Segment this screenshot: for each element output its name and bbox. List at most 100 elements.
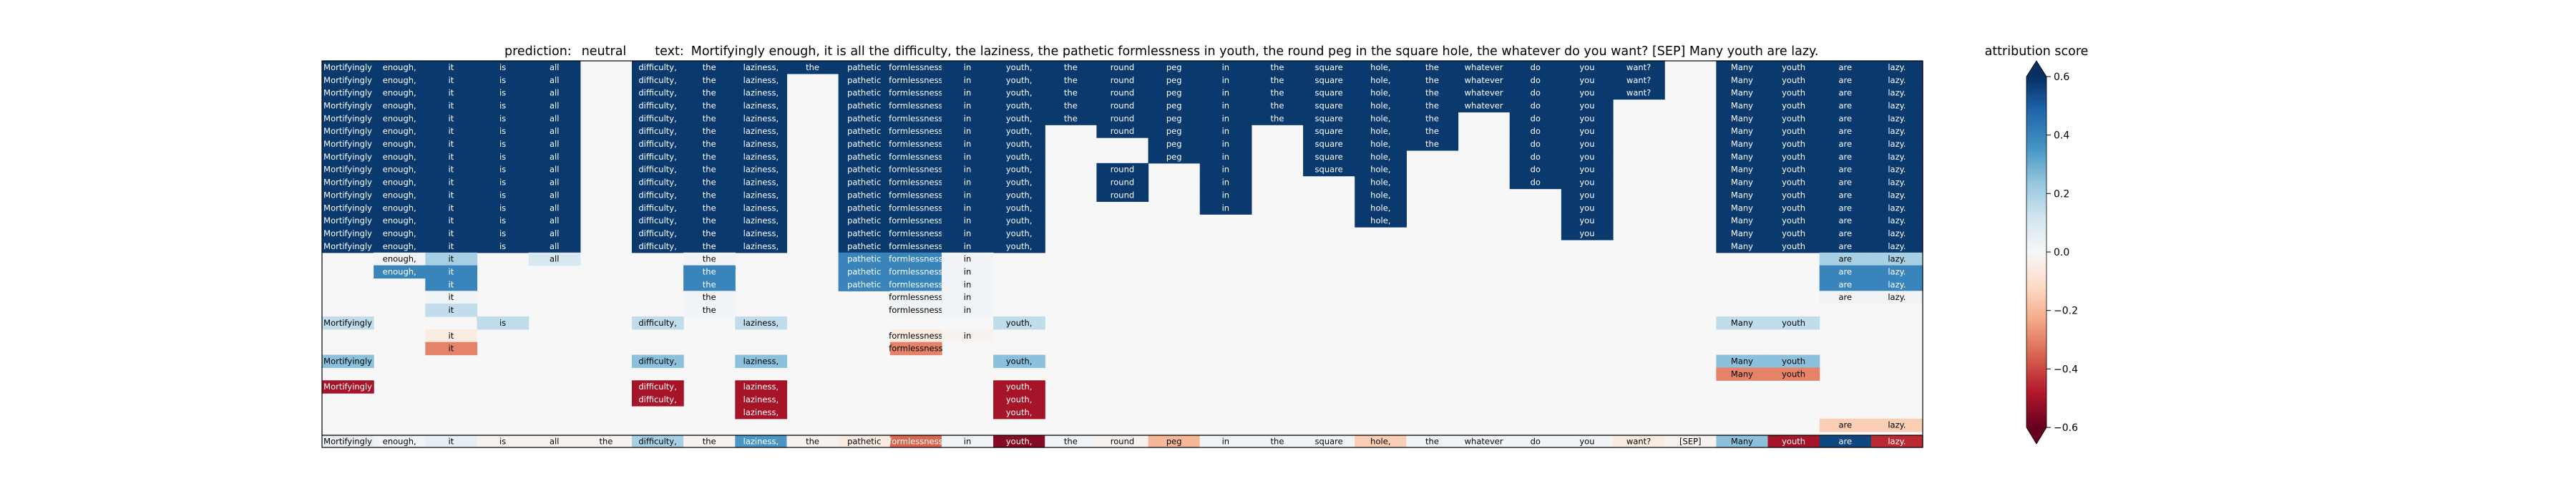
heatmap-cell <box>993 112 1045 125</box>
summary-token-label: in <box>964 437 971 447</box>
heatmap-cell-label: the <box>1271 88 1284 98</box>
heatmap-cell <box>425 329 478 343</box>
heatmap-cell-label: in <box>1222 190 1229 200</box>
heatmap-cell-label: difficulty, <box>638 100 676 110</box>
heatmap-cell-label: the <box>703 88 716 98</box>
summary-cell <box>1458 435 1511 447</box>
heatmap-cell-label: Mortifyingly <box>323 139 372 149</box>
heatmap-cell-label: do <box>1531 75 1541 85</box>
heatmap-cell <box>374 99 426 112</box>
heatmap-cell-label: Mortifyingly <box>323 318 372 328</box>
heatmap-cell <box>1509 175 1562 190</box>
heatmap-cell <box>993 175 1045 190</box>
heatmap-cell-label: you <box>1579 228 1594 238</box>
heatmap-cell <box>631 86 684 100</box>
summary-token-label: laziness, <box>743 437 779 447</box>
heatmap-cell <box>1303 112 1355 125</box>
summary-token-label: are <box>1838 437 1852 447</box>
heatmap-cell <box>477 239 530 253</box>
summary-cell <box>993 435 1045 447</box>
heatmap-cell-label: lazy. <box>1888 178 1906 188</box>
heatmap-cell-label: enough, <box>383 165 416 175</box>
heatmap-cell <box>631 73 684 87</box>
heatmap-cell-label: lazy. <box>1888 215 1906 226</box>
heatmap-cell-label: enough, <box>383 62 416 72</box>
heatmap-cell-label: Many <box>1731 215 1753 226</box>
heatmap-cell-label: the <box>1271 100 1284 110</box>
heatmap-cell-label: round <box>1111 190 1134 200</box>
heatmap-cell-label: pathetic <box>847 190 881 200</box>
heatmap-cell <box>1716 239 1769 253</box>
heatmap-cell-label: round <box>1111 113 1134 123</box>
summary-token-label: round <box>1111 437 1134 447</box>
heatmap-cell-label: is <box>499 152 506 162</box>
heatmap-cell-label: do <box>1531 178 1541 188</box>
heatmap-cell-label: round <box>1111 100 1134 110</box>
heatmap-cell <box>1767 367 1820 381</box>
heatmap-cell <box>1819 125 1872 138</box>
heatmap-cell-label: youth <box>1782 62 1805 72</box>
heatmap-cell <box>889 341 942 356</box>
heatmap-cell <box>528 227 581 241</box>
heatmap-cell-label: you <box>1579 62 1594 72</box>
heatmap-cell <box>477 201 530 215</box>
heatmap-cell <box>1303 73 1355 87</box>
heatmap-cell <box>735 227 788 241</box>
heatmap-cell-label: youth <box>1782 241 1805 251</box>
summary-token-label: hole, <box>1370 437 1390 447</box>
heatmap-cell-label: formlessness <box>889 190 942 200</box>
heatmap-cell <box>528 252 581 266</box>
heatmap-cell <box>993 188 1045 202</box>
heatmap-cell-label: it <box>449 344 454 354</box>
heatmap-cell <box>374 163 426 177</box>
heatmap-cell-label: is <box>499 165 506 175</box>
heatmap-cell-label: is <box>499 88 506 98</box>
heatmap-cell <box>838 86 891 100</box>
heatmap-cell-label: you <box>1579 215 1594 226</box>
heatmap-cell-label: lazy. <box>1888 420 1906 430</box>
heatmap-cell-label: whatever <box>1465 75 1503 85</box>
heatmap-cell <box>838 61 891 74</box>
heatmap-cell-label: the <box>703 165 716 175</box>
heatmap-cell-label: youth <box>1782 152 1805 162</box>
heatmap-cell-label: it <box>449 203 454 213</box>
heatmap-cell <box>477 214 530 228</box>
heatmap-cell <box>477 137 530 151</box>
heatmap-cell-label: youth, <box>1006 318 1033 328</box>
summary-cell <box>580 435 633 447</box>
heatmap-cell <box>683 61 736 74</box>
heatmap-cell <box>1767 201 1820 215</box>
heatmap-cell-label: youth, <box>1006 203 1033 213</box>
summary-cell <box>1819 435 1872 447</box>
heatmap-cell-label: the <box>703 203 716 213</box>
heatmap-cell <box>683 175 736 190</box>
heatmap-cell <box>683 188 736 202</box>
heatmap-cell-label: you <box>1579 178 1594 188</box>
heatmap-cell-label: are <box>1838 152 1852 162</box>
heatmap-cell-label: lazy. <box>1888 279 1906 289</box>
heatmap-cell-label: Mortifyingly <box>323 113 372 123</box>
heatmap-cell <box>631 201 684 215</box>
heatmap-cell <box>477 316 530 330</box>
heatmap-cell-label: youth, <box>1006 228 1033 238</box>
input-text: Mortifyingly enough, it is all the diffi… <box>691 44 1819 59</box>
heatmap-cell-label: it <box>449 331 454 341</box>
heatmap-cell <box>1561 227 1614 241</box>
heatmap-cell-label: round <box>1111 62 1134 72</box>
heatmap-cell-label: enough, <box>383 241 416 251</box>
heatmap-cell-label: it <box>449 178 454 188</box>
heatmap-cell <box>322 73 374 87</box>
heatmap-cell <box>528 125 581 138</box>
heatmap-cell <box>1767 354 1820 368</box>
heatmap-cell <box>374 112 426 125</box>
heatmap-cell <box>1096 188 1149 202</box>
heatmap-cell-label: all <box>550 165 559 175</box>
heatmap-cell-label: enough, <box>383 113 416 123</box>
heatmap-cell-label: it <box>449 139 454 149</box>
heatmap-cell-label: all <box>550 203 559 213</box>
heatmap-cell <box>993 405 1045 420</box>
heatmap-cell <box>1716 112 1769 125</box>
heatmap-cell <box>993 214 1045 228</box>
heatmap-cell <box>941 175 994 190</box>
heatmap-cell <box>838 201 891 215</box>
